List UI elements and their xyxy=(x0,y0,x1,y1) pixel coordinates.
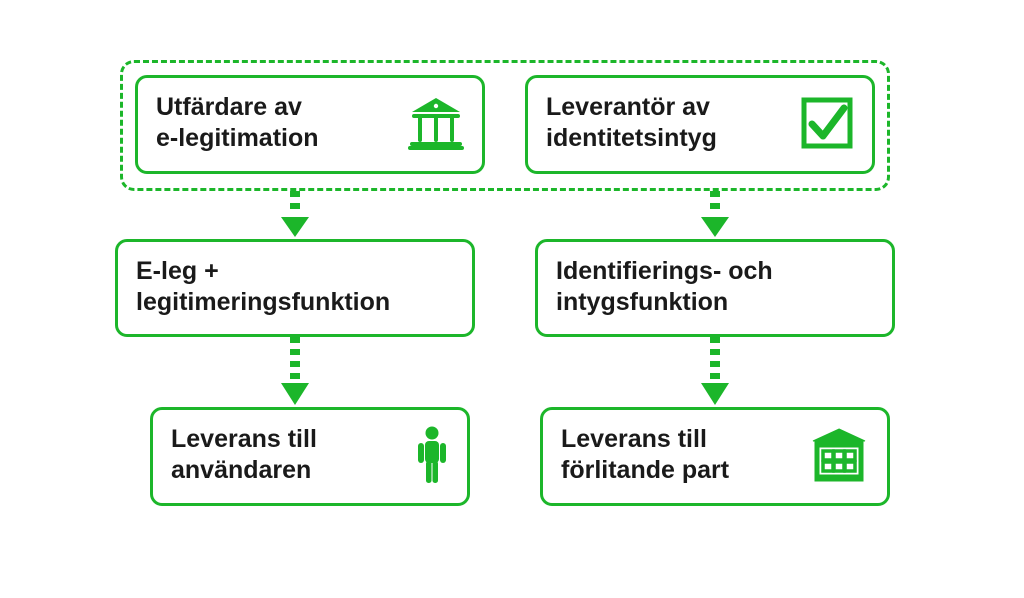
building-icon xyxy=(809,427,869,483)
box-eleg-function-label: E-leg +legitimeringsfunktion xyxy=(136,256,454,319)
institution-icon xyxy=(408,96,464,150)
arrow-down-icon xyxy=(275,337,315,407)
box-delivery-relying-party-label: Leverans tillförlitande part xyxy=(561,424,795,487)
box-identify-function: Identifierings- ochintygsfunktion xyxy=(535,239,895,338)
box-eleg-function: E-leg +legitimeringsfunktion xyxy=(115,239,475,338)
arrow-row-1 xyxy=(120,191,890,239)
checkbox-icon xyxy=(800,96,854,150)
bottom-row: Leverans tillanvändaren Leverans tillför… xyxy=(120,407,890,506)
arrow-down-icon xyxy=(695,191,735,239)
box-delivery-relying-party: Leverans tillförlitande part xyxy=(540,407,890,506)
box-delivery-user: Leverans tillanvändaren xyxy=(150,407,470,506)
arrow-right-2-col xyxy=(540,337,890,407)
mid-row: E-leg +legitimeringsfunktion Identifieri… xyxy=(120,239,890,338)
top-dashed-group: Utfärdare ave-legitimation Leverantör av… xyxy=(120,60,890,191)
arrow-row-2 xyxy=(120,337,890,407)
col-right-bottom: Leverans tillförlitande part xyxy=(540,407,890,506)
arrow-right-1-col xyxy=(540,191,890,239)
box-issuer-eleg: Utfärdare ave-legitimation xyxy=(135,75,485,174)
arrow-down-icon xyxy=(695,337,735,407)
arrow-left-1-col xyxy=(120,191,470,239)
person-icon xyxy=(415,425,449,485)
box-identify-function-label: Identifierings- ochintygsfunktion xyxy=(556,256,874,319)
box-issuer-eleg-label: Utfärdare ave-legitimation xyxy=(156,92,394,155)
box-provider-identity-label: Leverantör avidentitetsintyg xyxy=(546,92,786,155)
flowchart-diagram: Utfärdare ave-legitimation Leverantör av… xyxy=(120,60,890,506)
arrow-left-2-col xyxy=(120,337,470,407)
arrow-down-icon xyxy=(275,191,315,239)
col-left-mid: E-leg +legitimeringsfunktion xyxy=(120,239,470,338)
box-provider-identity: Leverantör avidentitetsintyg xyxy=(525,75,875,174)
col-right-mid: Identifierings- ochintygsfunktion xyxy=(540,239,890,338)
col-left-bottom: Leverans tillanvändaren xyxy=(120,407,470,506)
box-delivery-user-label: Leverans tillanvändaren xyxy=(171,424,401,487)
